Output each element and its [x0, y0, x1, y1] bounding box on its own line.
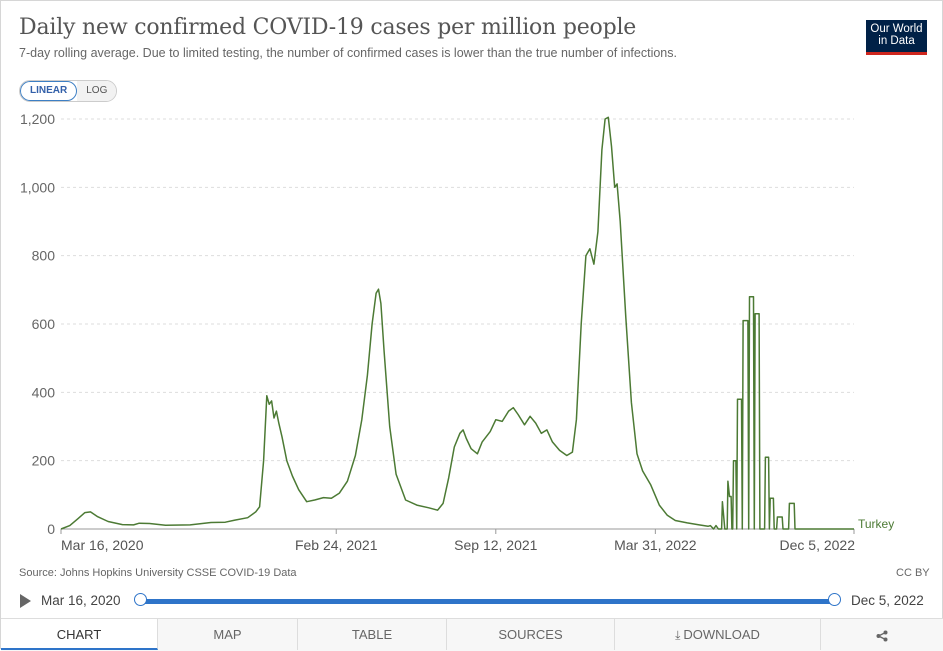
tab-download-label: DOWNLOAD — [683, 627, 760, 642]
y-tick-label: 400 — [32, 384, 56, 400]
tab-chart-label: CHART — [56, 627, 102, 642]
tab-bar: CHART MAP TABLE SOURCES ⤓ DOWNLOAD — [1, 618, 943, 651]
series-label-turkey[interactable]: Turkey — [858, 517, 894, 531]
x-axis-ticks: Mar 16, 2020 Feb 24, 2021 Sep 12, 2021 Mar … — [60, 529, 856, 553]
license-link[interactable]: CC BY — [896, 567, 930, 579]
tab-sources[interactable]: SOURCES — [447, 619, 615, 650]
y-tick-label: 1,200 — [20, 111, 55, 127]
y-tick-label: 600 — [32, 316, 56, 332]
play-icon[interactable] — [20, 594, 31, 608]
tab-sources-label: SOURCES — [498, 627, 563, 642]
grid-lines — [61, 118, 854, 530]
series-line-turkey[interactable] — [60, 116, 854, 530]
download-icon: ⤓ — [675, 628, 681, 642]
y-tick-label: 800 — [32, 248, 56, 264]
tab-chart[interactable]: CHART — [1, 619, 158, 650]
tab-download[interactable]: ⤓ DOWNLOAD — [615, 619, 821, 650]
x-tick-label: Mar 16, 2020 — [61, 537, 144, 553]
y-axis-ticks: 0 200 400 600 800 1,000 1,200 — [20, 111, 55, 537]
x-tick-label: Sep 12, 2021 — [454, 537, 538, 553]
chart-title: Daily new confirmed COVID-19 cases per m… — [19, 15, 637, 40]
logo-line-1: Our World — [870, 23, 923, 35]
line-chart: 0 200 400 600 800 1,000 1,200 Mar 16, 2020 Feb … — [20, 111, 894, 553]
scale-toggle: LINEAR LOG — [19, 80, 118, 102]
share-icon — [876, 630, 887, 642]
chart-subtitle: 7-day rolling average. Due to limited te… — [19, 46, 677, 60]
tab-share[interactable] — [821, 619, 942, 650]
timeline-end-handle[interactable] — [828, 593, 841, 606]
tab-map[interactable]: MAP — [158, 619, 298, 650]
x-tick-label: Dec 5, 2022 — [780, 537, 856, 553]
timeline: Mar 16, 2020 Dec 5, 2022 — [1, 589, 943, 613]
owid-logo[interactable]: Our World in Data — [866, 20, 927, 55]
x-tick-label: Feb 24, 2021 — [295, 537, 378, 553]
logo-line-2: in Data — [878, 35, 915, 47]
log-scale-button[interactable]: LOG — [77, 81, 117, 101]
y-tick-label: 200 — [32, 453, 56, 469]
y-tick-label: 1,000 — [20, 179, 55, 195]
series-layer: Turkey — [60, 116, 894, 531]
timeline-start-handle[interactable] — [134, 593, 147, 606]
timeline-end-label: Dec 5, 2022 — [851, 593, 924, 608]
y-tick-label: 0 — [47, 521, 55, 537]
timeline-start-label: Mar 16, 2020 — [41, 593, 121, 608]
source-note[interactable]: Source: Johns Hopkins University CSSE CO… — [19, 567, 297, 579]
tab-table-label: TABLE — [351, 627, 393, 642]
x-tick-label: Mar 31, 2022 — [614, 537, 697, 553]
tab-map-label: MAP — [213, 627, 242, 642]
timeline-track[interactable] — [141, 599, 835, 604]
linear-scale-button[interactable]: LINEAR — [20, 81, 78, 101]
tab-table[interactable]: TABLE — [298, 619, 447, 650]
